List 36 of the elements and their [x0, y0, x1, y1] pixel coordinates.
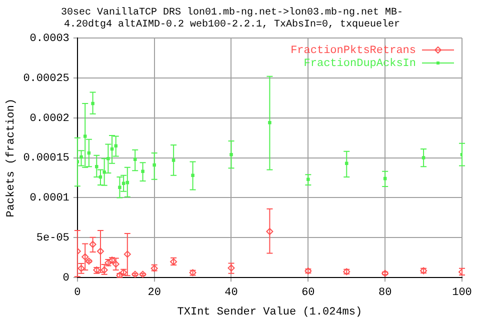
point	[141, 170, 144, 174]
y-tick-label: 0	[62, 272, 70, 285]
x-tick-label: 0	[74, 287, 81, 300]
x-tick-label: 100	[452, 287, 472, 300]
point	[118, 186, 122, 189]
point	[100, 266, 108, 274]
y-axis-title: Packets (fraction)	[6, 98, 18, 218]
point	[268, 121, 272, 124]
x-tick-label: 40	[224, 287, 238, 300]
point	[85, 258, 92, 265]
point	[96, 248, 104, 255]
y-tick-label: 0.0002	[30, 112, 70, 125]
point	[114, 144, 118, 148]
chart-title: 30sec VanillaTCP DRS lon01.mb-ng.net->lon03.mb-ng.net MB- 4.20dtg4 altAIMD-0.2 web100-2.2.1, TxAbsIn=0, txqueueler	[60, 6, 404, 31]
y-tick-label: 0.0001	[30, 192, 70, 205]
x-tick-label: 20	[148, 287, 161, 300]
x-axis-title: TXInt Sender Value (1.024ms)	[177, 306, 362, 318]
point	[266, 228, 274, 236]
point	[112, 260, 120, 268]
y-tick-label: 0.00015	[23, 152, 70, 165]
legend-label: FractionPktsRetrans	[290, 44, 416, 57]
x-tick-label: 60	[302, 287, 315, 300]
point	[124, 250, 131, 258]
y-tick-label: 0.0003	[30, 32, 70, 45]
y-tick-label: 5e-05	[36, 232, 70, 245]
x-tick-label: 80	[378, 287, 392, 300]
point	[139, 270, 146, 278]
point	[228, 264, 235, 272]
point	[191, 174, 194, 177]
point	[382, 270, 389, 277]
y-tick-label: 0.00025	[23, 72, 70, 85]
point	[82, 253, 89, 260]
legend-label: FractionDupAcksIn	[304, 58, 416, 70]
point	[306, 178, 310, 181]
point	[89, 240, 96, 248]
point	[132, 270, 139, 278]
